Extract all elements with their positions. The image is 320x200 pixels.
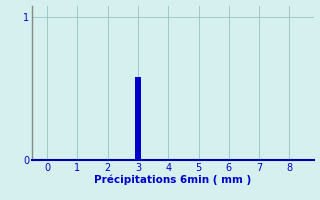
- X-axis label: Précipitations 6min ( mm ): Précipitations 6min ( mm ): [94, 174, 252, 185]
- Bar: [135, 77, 141, 160]
